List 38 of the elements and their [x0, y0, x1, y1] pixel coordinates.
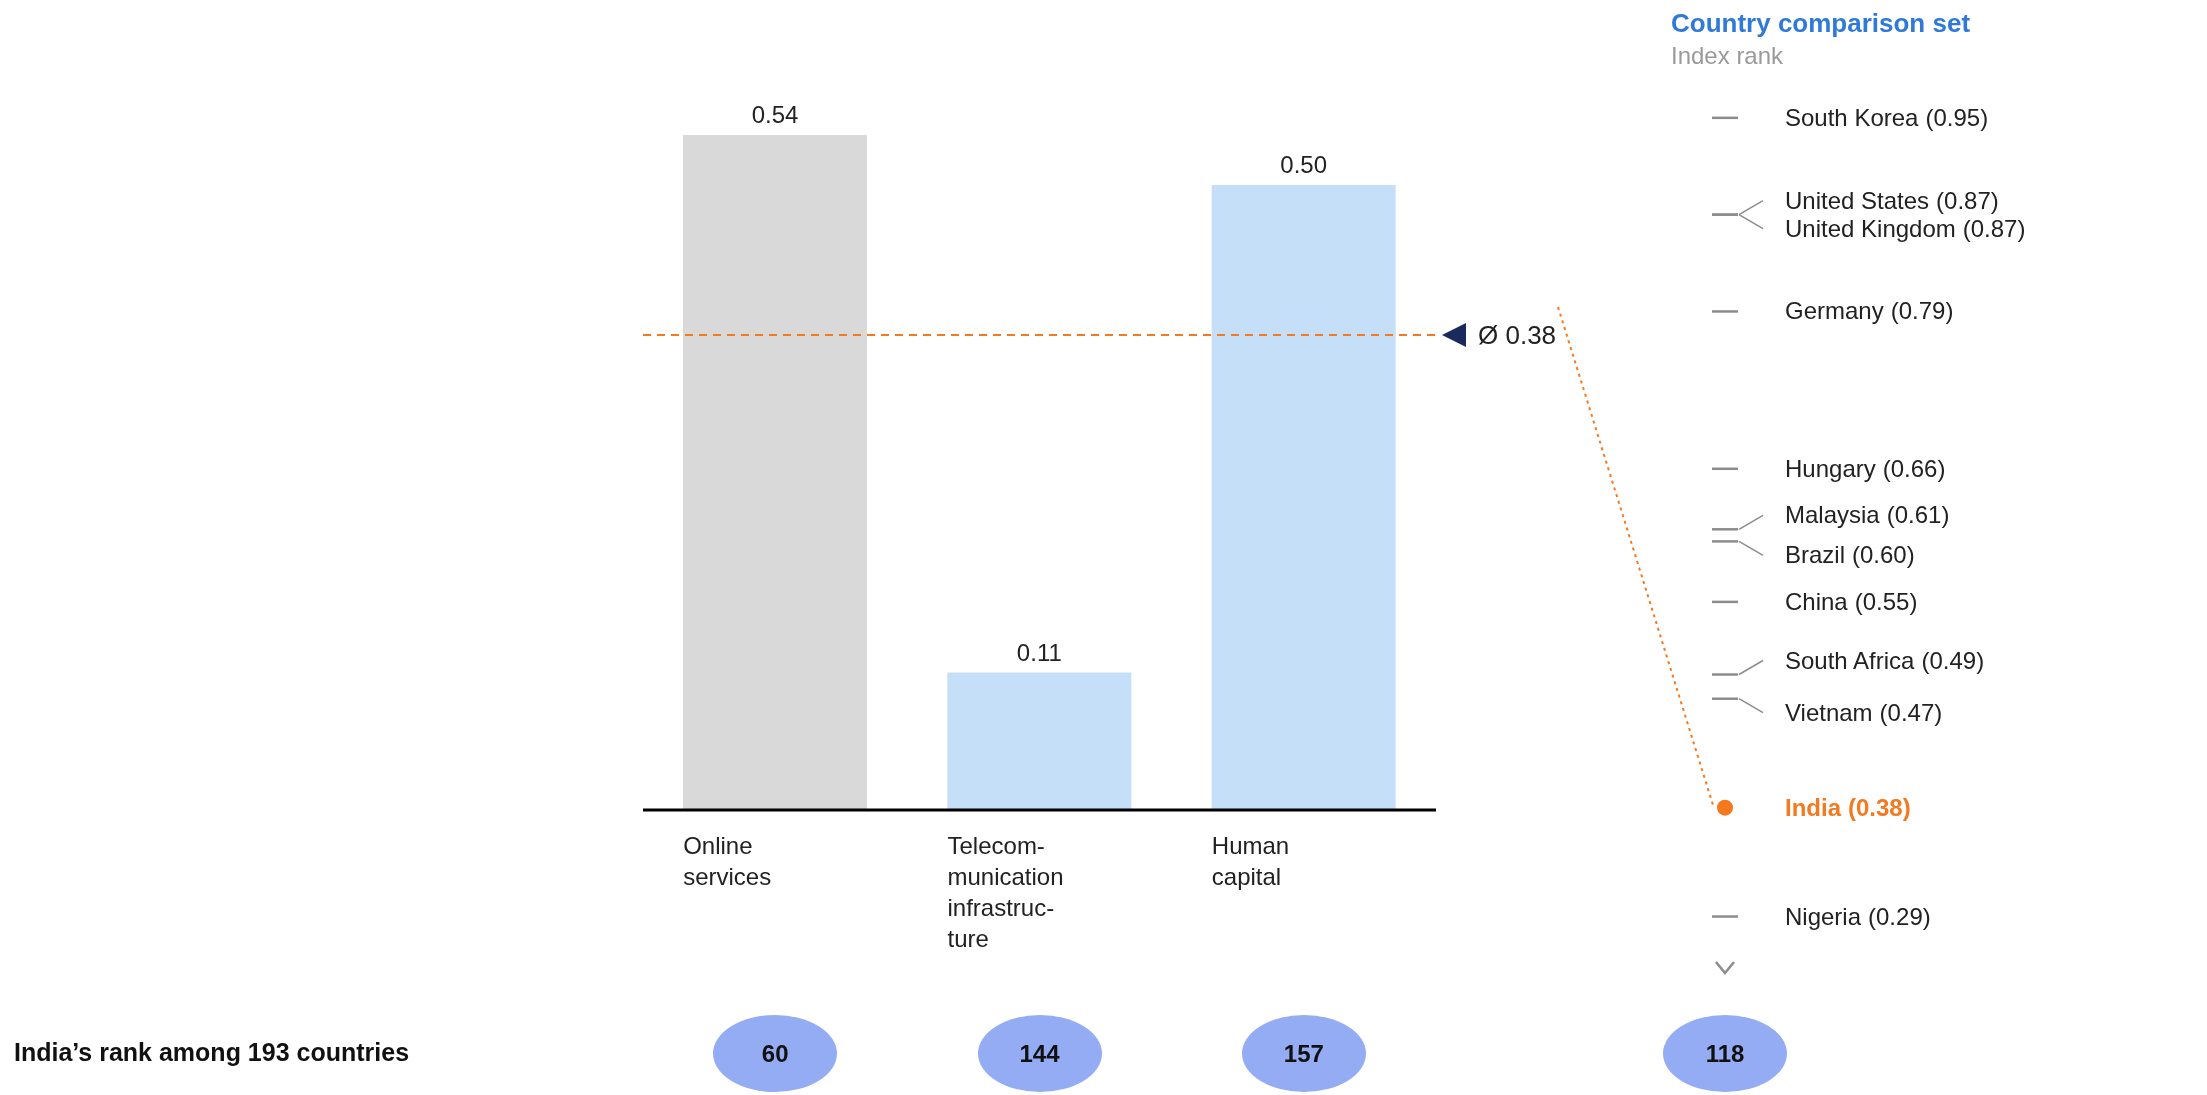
text: 157	[1241, 1015, 1366, 1092]
category-label: Hungary	[1785, 454, 1876, 482]
category-label: Malaysia	[1785, 501, 1881, 529]
text: 60	[713, 1015, 838, 1092]
x-tick-label: Telecom- munication infrastruc- ture	[947, 832, 1064, 952]
data-label: (0.60)	[1852, 541, 1915, 569]
data-label: (0.47)	[1879, 698, 1943, 726]
text: Index rank	[1671, 42, 1784, 70]
category-label: Nigeria	[1785, 902, 1862, 930]
text: 144	[977, 1015, 1102, 1092]
data-label: 0.54	[751, 101, 799, 128]
data-label: (0.79)	[1890, 297, 1954, 325]
data-label: (0.95)	[1925, 103, 1989, 131]
category-label: Germany	[1785, 297, 1884, 325]
category-label: South Korea	[1785, 103, 1920, 131]
data-label: 0.50	[1280, 151, 1328, 178]
data-label: 0.11	[1016, 638, 1062, 666]
data-label: (0.87)	[1962, 214, 2026, 242]
data-label: (0.87)	[1936, 186, 1999, 214]
text: Country comparison set	[1671, 8, 1971, 39]
data-label: (0.49)	[1921, 646, 1985, 674]
category-label: India	[1785, 793, 1842, 821]
data-label: (0.61)	[1886, 501, 1950, 529]
category-label: Vietnam	[1785, 698, 1873, 726]
category-label: China	[1785, 587, 1849, 615]
text: India’s rank among 193 countries	[14, 1038, 410, 1067]
data-label: (0.66)	[1882, 454, 1946, 482]
data-label: (0.29)	[1868, 902, 1931, 930]
x-tick-label: Online services	[683, 832, 772, 890]
x-tick-label: Human capital	[1211, 832, 1290, 890]
ref-line-label: Ø 0.38	[1478, 320, 1557, 350]
text: 118	[1663, 1015, 1787, 1092]
category-label: Brazil	[1785, 541, 1846, 569]
category-label: United States	[1785, 186, 1930, 214]
category-label: South Africa	[1785, 646, 1916, 674]
category-label: United Kingdom	[1785, 214, 1956, 242]
data-label: (0.38)	[1848, 793, 1911, 821]
data-label: (0.55)	[1854, 587, 1918, 615]
